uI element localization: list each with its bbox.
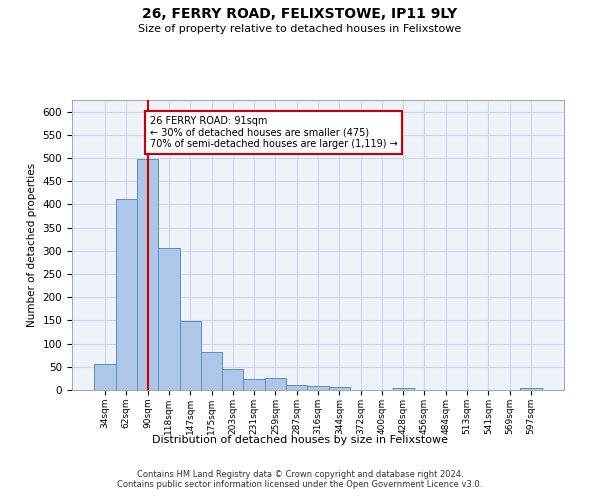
Bar	[244, 379, 265, 390]
Bar	[201, 352, 222, 390]
Text: 26 FERRY ROAD: 91sqm
← 30% of detached houses are smaller (475)
70% of semi-deta: 26 FERRY ROAD: 91sqm ← 30% of detached h…	[150, 116, 397, 150]
Bar	[307, 386, 329, 390]
Text: Contains public sector information licensed under the Open Government Licence v3: Contains public sector information licen…	[118, 480, 482, 489]
Bar	[137, 160, 158, 390]
Bar	[158, 248, 179, 390]
Y-axis label: Number of detached properties: Number of detached properties	[27, 163, 37, 327]
Bar	[179, 322, 201, 390]
Bar	[392, 388, 414, 390]
Text: Distribution of detached houses by size in Felixstowe: Distribution of detached houses by size …	[152, 435, 448, 445]
Bar	[222, 369, 244, 390]
Text: Size of property relative to detached houses in Felixstowe: Size of property relative to detached ho…	[139, 24, 461, 34]
Bar	[520, 388, 542, 390]
Bar	[286, 385, 307, 390]
Text: Contains HM Land Registry data © Crown copyright and database right 2024.: Contains HM Land Registry data © Crown c…	[137, 470, 463, 479]
Bar	[116, 200, 137, 390]
Bar	[94, 364, 116, 390]
Text: 26, FERRY ROAD, FELIXSTOWE, IP11 9LY: 26, FERRY ROAD, FELIXSTOWE, IP11 9LY	[142, 8, 458, 22]
Bar	[329, 387, 350, 390]
Bar	[265, 378, 286, 390]
